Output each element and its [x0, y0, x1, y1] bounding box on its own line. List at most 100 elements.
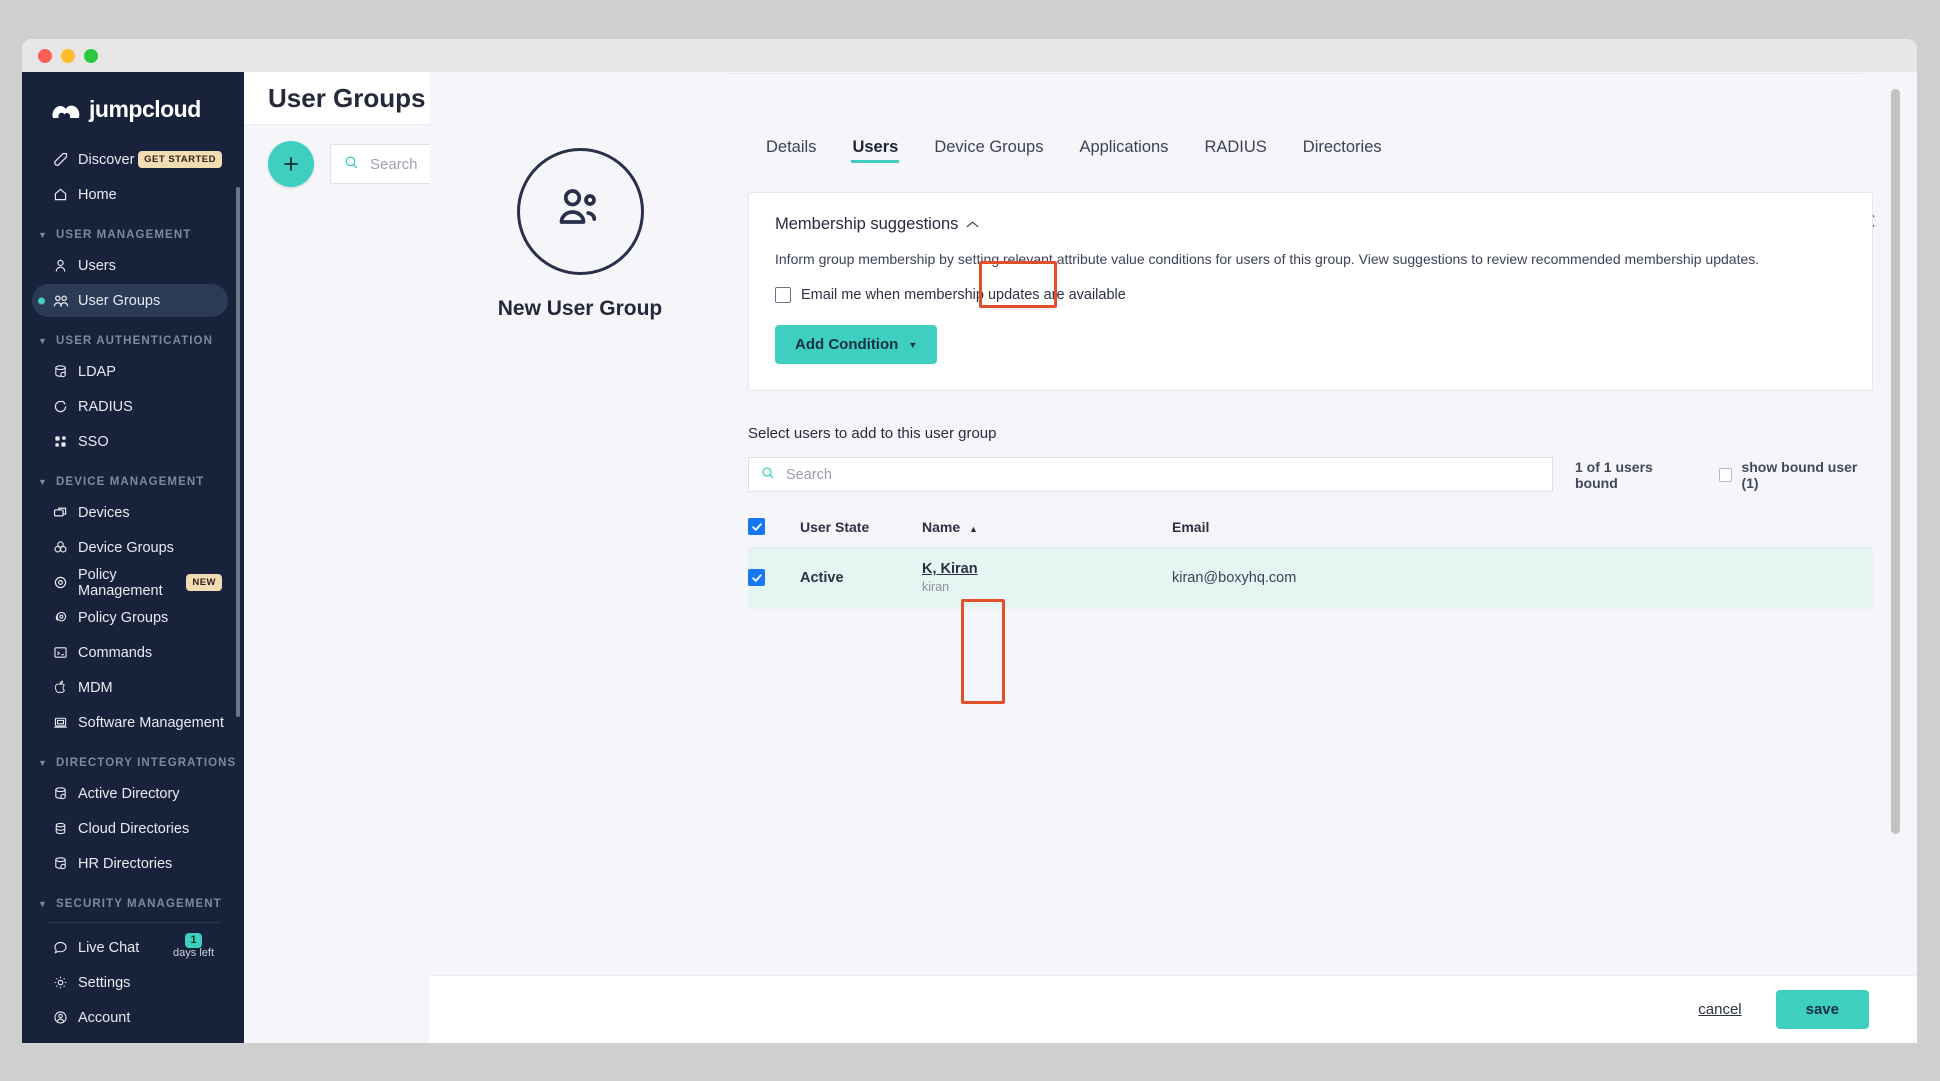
sidebar-item-hr-directories[interactable]: HR Directories [32, 847, 228, 880]
window-maximize-button[interactable] [84, 48, 98, 63]
brand-name: jumpcloud [89, 96, 201, 122]
tab-directories[interactable]: Directories [1302, 138, 1382, 156]
sidebar-item-home[interactable]: Home [32, 178, 228, 211]
sidebar-scrollbar[interactable] [236, 187, 240, 717]
user-group-name: New User Group [497, 297, 663, 320]
chevron-up-icon [966, 215, 979, 234]
sidebar-group-user-authentication[interactable]: ▼ USER AUTHENTICATION [22, 319, 244, 353]
sidebar-item-commands[interactable]: Commands [32, 636, 228, 669]
users-table-body: Active K, Kiran kiran kiran@boxyhq.com [748, 547, 1873, 609]
row-checkbox[interactable] [748, 569, 765, 586]
sidebar-item-label: Device Groups [78, 539, 174, 556]
page-title: User Groups [268, 82, 426, 113]
tab-details[interactable]: Details [766, 138, 817, 156]
sidebar-item-label: Devices [78, 504, 130, 521]
column-email[interactable]: Email [1172, 508, 1873, 548]
users-search-input[interactable]: Search [748, 457, 1553, 492]
add-user-group-button[interactable]: + [268, 141, 314, 187]
window-close-button[interactable] [38, 48, 52, 63]
sidebar-item-device-groups[interactable]: Device Groups [32, 531, 228, 564]
sidebar-item-label: Policy Management [78, 566, 163, 599]
device-group-icon [52, 539, 78, 556]
sidebar-item-discover[interactable]: Discover GET STARTED [32, 143, 228, 176]
column-name[interactable]: Name ▲ [922, 508, 1172, 548]
sidebar-item-ldap[interactable]: LDAP [32, 355, 228, 388]
window-minimize-button[interactable] [61, 48, 75, 63]
tab-applications[interactable]: Applications [1079, 138, 1169, 156]
user-name-link[interactable]: K, Kiran [922, 561, 978, 577]
select-all-checkbox[interactable] [748, 518, 765, 535]
sidebar-item-mdm[interactable]: MDM [32, 671, 228, 704]
sidebar-item-label: Commands [78, 644, 153, 661]
hr-directory-icon [52, 855, 78, 872]
sidebar-item-radius[interactable]: RADIUS [32, 390, 228, 423]
brand-logo[interactable]: jumpcloud [22, 80, 244, 141]
sidebar-item-label: Home [78, 186, 117, 203]
sidebar-item-account[interactable]: Account [32, 1001, 228, 1034]
sidebar-item-label: Discover [78, 151, 135, 168]
cloud-directory-icon [52, 820, 78, 837]
sidebar-item-active-directory[interactable]: Active Directory [32, 777, 228, 810]
chevron-down-icon: ▼ [38, 335, 49, 346]
table-row[interactable]: Active K, Kiran kiran kiran@boxyhq.com [748, 547, 1873, 609]
membership-suggestions-card: Membership suggestions Inform group memb… [748, 192, 1873, 391]
window-titlebar [22, 39, 1917, 72]
column-user-state[interactable]: User State [800, 508, 922, 548]
sidebar-item-label: Account [78, 1009, 131, 1026]
sidebar-item-label: Live Chat [78, 939, 140, 956]
row-user-state: Active [800, 547, 922, 609]
modal-body: New User Group Details Users Device Grou… [430, 72, 1917, 975]
chevron-down-icon: ▼ [38, 757, 49, 768]
sidebar-item-policy-groups[interactable]: Policy Groups [32, 601, 228, 634]
email-updates-checkbox[interactable] [775, 287, 791, 303]
sidebar-item-software-management[interactable]: Software Management [32, 706, 228, 739]
trial-days-count: 1 [185, 933, 202, 948]
tab-users[interactable]: Users [834, 132, 916, 165]
sidebar-group-device-management[interactable]: ▼ DEVICE MANAGEMENT [22, 460, 244, 494]
sidebar-group-security-management[interactable]: ▼ SECURITY MANAGEMENT [22, 882, 244, 916]
cancel-button[interactable]: cancel [1698, 1001, 1742, 1018]
tab-device-groups[interactable]: Device Groups [934, 138, 1044, 156]
sidebar-group-directory-integrations[interactable]: ▼ DIRECTORY INTEGRATIONS [22, 741, 244, 775]
sidebar-item-policy-management[interactable]: Policy Management NEW [32, 566, 228, 599]
sidebar-item-devices[interactable]: Devices [32, 496, 228, 529]
users-search-placeholder: Search [786, 466, 832, 483]
sidebar-item-label: MDM [78, 679, 113, 696]
modal-scrollbar[interactable] [1891, 89, 1900, 834]
save-button[interactable]: save [1775, 990, 1869, 1029]
sidebar-item-cloud-directories[interactable]: Cloud Directories [32, 812, 228, 845]
sidebar-item-sso[interactable]: SSO [32, 425, 228, 458]
trial-days-label: days left [173, 947, 214, 959]
chevron-down-icon: ▼ [38, 476, 49, 487]
tab-radius[interactable]: RADIUS [1204, 138, 1267, 156]
sidebar-item-label: LDAP [78, 363, 116, 380]
sidebar-item-collapse-menu[interactable]: Collapse Menu [32, 1036, 228, 1043]
user-group-avatar [516, 148, 644, 275]
app-body: jumpcloud Discover GET STARTED Home [22, 72, 1917, 1043]
policy-icon [52, 574, 78, 591]
main-area: User Groups Product Tour Pricing [244, 72, 1917, 1043]
sidebar-item-settings[interactable]: Settings [32, 966, 228, 999]
membership-suggestions-header[interactable]: Membership suggestions [775, 215, 1846, 234]
user-icon [52, 257, 78, 274]
users-search-row: Search 1 of 1 users bound show bound use… [748, 457, 1873, 492]
sidebar-item-label: RADIUS [78, 398, 133, 415]
email-updates-checkbox-row[interactable]: Email me when membership updates are ava… [775, 287, 1846, 303]
sidebar-item-user-groups[interactable]: User Groups [32, 284, 228, 317]
sidebar-item-label: Policy Groups [78, 609, 169, 626]
browser-window: jumpcloud Discover GET STARTED Home [22, 39, 1917, 1043]
show-bound-users-toggle[interactable]: show bound user (1) [1718, 459, 1873, 491]
show-bound-users-checkbox[interactable] [1718, 467, 1733, 482]
chevron-down-icon: ▼ [38, 898, 49, 909]
jumpcloud-logo-icon [48, 100, 84, 120]
users-bound-count: 1 of 1 users bound [1575, 458, 1653, 491]
sidebar-group-user-management[interactable]: ▼ USER MANAGEMENT [22, 213, 244, 247]
sidebar-divider [48, 922, 220, 923]
user-email: kiran@boxyhq.com [1172, 569, 1297, 586]
laptop-icon [52, 714, 78, 731]
sidebar-item-live-chat[interactable]: Live Chat 1 days left [32, 931, 228, 964]
sidebar-group-label: USER AUTHENTICATION [56, 335, 213, 347]
add-condition-button[interactable]: Add Condition ▼ [775, 325, 938, 364]
sidebar-item-users[interactable]: Users [32, 249, 228, 282]
